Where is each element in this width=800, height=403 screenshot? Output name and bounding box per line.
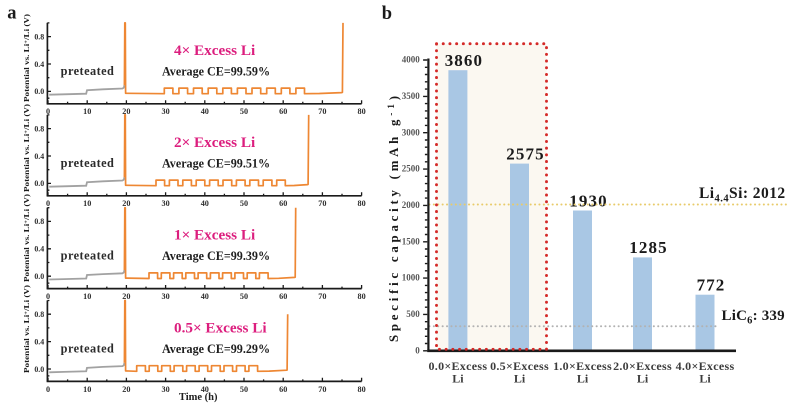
svg-text:3860: 3860 [445, 51, 483, 70]
svg-text:50: 50 [240, 107, 248, 116]
svg-text:Li: Li [577, 372, 589, 386]
svg-text:1.0×Excess: 1.0×Excess [553, 359, 612, 373]
svg-text:2× Excess Li: 2× Excess Li [174, 134, 255, 151]
svg-text:10: 10 [83, 385, 91, 394]
svg-text:60: 60 [279, 199, 287, 208]
svg-text:4.0×Excess: 4.0×Excess [676, 359, 735, 373]
svg-text:20: 20 [122, 292, 130, 301]
svg-text:Average CE=99.51%: Average CE=99.51% [162, 156, 270, 170]
svg-text:30: 30 [162, 107, 170, 116]
svg-text:80: 80 [358, 292, 366, 301]
svg-text:a: a [7, 4, 16, 24]
svg-text:Specific capacity (mAh g-1): Specific capacity (mAh g-1) [387, 96, 401, 342]
svg-text:Li: Li [514, 372, 526, 386]
svg-text:20: 20 [122, 107, 130, 116]
svg-text:40: 40 [201, 107, 209, 116]
svg-text:LiC6: 339: LiC6: 339 [722, 308, 785, 327]
svg-text:4× Excess Li: 4× Excess Li [174, 42, 255, 59]
svg-text:60: 60 [279, 107, 287, 116]
svg-text:0.8: 0.8 [34, 310, 44, 319]
svg-text:2.0×Excess: 2.0×Excess [613, 359, 672, 373]
svg-text:Average CE=99.59%: Average CE=99.59% [162, 64, 270, 78]
svg-text:3000: 3000 [402, 127, 421, 137]
svg-text:60: 60 [279, 385, 287, 394]
svg-text:30: 30 [162, 292, 170, 301]
svg-text:0.4: 0.4 [34, 337, 44, 346]
svg-text:20: 20 [122, 199, 130, 208]
svg-text:0.0: 0.0 [34, 87, 44, 96]
svg-text:772: 772 [697, 276, 726, 295]
svg-text:0: 0 [46, 385, 50, 394]
svg-text:10: 10 [83, 107, 91, 116]
svg-text:Li4.4Si: 2012: Li4.4Si: 2012 [699, 185, 786, 205]
svg-text:Time (h): Time (h) [179, 392, 218, 403]
svg-text:0.8: 0.8 [34, 217, 44, 226]
svg-text:Potential vs. Li+/Li (V): Potential vs. Li+/Li (V) [23, 284, 31, 373]
svg-text:preteated: preteated [61, 156, 115, 170]
svg-text:10: 10 [83, 199, 91, 208]
svg-text:50: 50 [240, 385, 248, 394]
svg-text:Potential vs. Li+/Li (V): Potential vs. Li+/Li (V) [23, 193, 31, 282]
svg-text:0.8: 0.8 [34, 124, 44, 133]
svg-text:4000: 4000 [402, 55, 421, 65]
svg-text:30: 30 [162, 199, 170, 208]
svg-text:80: 80 [358, 199, 366, 208]
svg-text:0: 0 [46, 292, 50, 301]
svg-text:70: 70 [318, 385, 326, 394]
svg-text:70: 70 [318, 292, 326, 301]
svg-text:50: 50 [240, 292, 248, 301]
svg-text:preteated: preteated [61, 341, 115, 355]
svg-text:Li: Li [637, 372, 649, 386]
svg-text:Potential vs. Li+/Li (V): Potential vs. Li+/Li (V) [23, 103, 31, 192]
svg-text:0.4: 0.4 [34, 60, 44, 69]
svg-text:0.5× Excess Li: 0.5× Excess Li [174, 320, 267, 337]
svg-text:Li: Li [699, 372, 711, 386]
svg-text:80: 80 [358, 107, 366, 116]
svg-text:80: 80 [358, 385, 366, 394]
svg-text:0: 0 [46, 107, 50, 116]
svg-text:0: 0 [415, 345, 420, 355]
svg-text:0.0×Excess: 0.0×Excess [428, 359, 487, 373]
svg-text:Potential vs. Li+/Li (V): Potential vs. Li+/Li (V) [23, 13, 31, 102]
svg-text:0.0: 0.0 [34, 272, 44, 281]
svg-text:1930: 1930 [569, 191, 607, 210]
svg-text:2575: 2575 [506, 144, 544, 163]
svg-text:2000: 2000 [402, 200, 421, 210]
svg-text:500: 500 [406, 309, 420, 319]
svg-text:0.0: 0.0 [34, 179, 44, 188]
svg-text:1× Excess Li: 1× Excess Li [174, 227, 255, 244]
svg-text:0.0: 0.0 [34, 365, 44, 374]
svg-text:b: b [382, 4, 392, 24]
svg-text:40: 40 [201, 292, 209, 301]
svg-text:3500: 3500 [402, 91, 421, 101]
svg-text:preteated: preteated [61, 249, 115, 263]
svg-text:0.4: 0.4 [34, 152, 44, 161]
svg-text:50: 50 [240, 199, 248, 208]
svg-text:40: 40 [201, 199, 209, 208]
svg-text:Average CE=99.29%: Average CE=99.29% [162, 342, 270, 356]
svg-text:1500: 1500 [402, 236, 421, 246]
svg-text:10: 10 [83, 292, 91, 301]
svg-text:2500: 2500 [402, 164, 421, 174]
svg-text:Average CE=99.39%: Average CE=99.39% [162, 249, 270, 263]
svg-text:30: 30 [162, 385, 170, 394]
svg-text:40: 40 [201, 385, 209, 394]
svg-text:0.8: 0.8 [34, 32, 44, 41]
svg-text:0.5×Excess: 0.5×Excess [490, 359, 549, 373]
svg-text:preteated: preteated [61, 64, 115, 78]
svg-text:1285: 1285 [629, 238, 667, 257]
svg-text:0: 0 [46, 199, 50, 208]
svg-text:Li: Li [452, 372, 464, 386]
svg-text:70: 70 [318, 199, 326, 208]
svg-text:60: 60 [279, 292, 287, 301]
svg-text:20: 20 [122, 385, 130, 394]
svg-text:0.4: 0.4 [34, 245, 44, 254]
svg-text:1000: 1000 [402, 273, 421, 283]
svg-text:70: 70 [318, 107, 326, 116]
